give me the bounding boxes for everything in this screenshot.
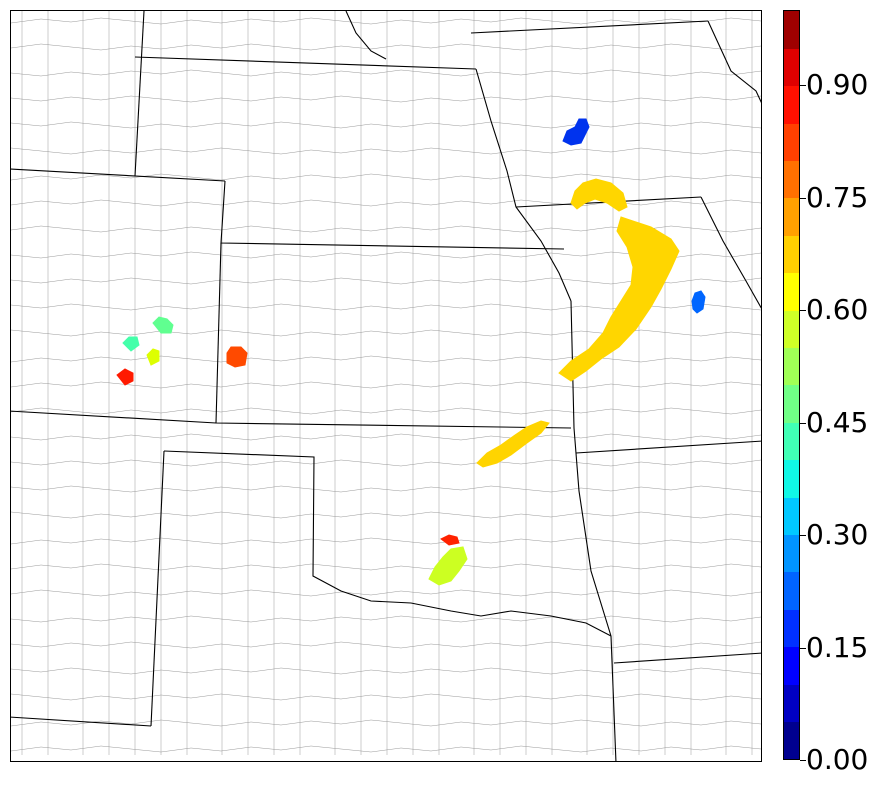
colorbar-tick-label: 0.30 (806, 518, 869, 551)
sd-ne-border (134, 56, 477, 70)
colorado-cell-2 (152, 316, 174, 334)
colorbar-segment (784, 459, 799, 498)
missouri-east-blob (691, 290, 706, 314)
mo-river-top (345, 11, 387, 60)
colorbar-segment (784, 11, 799, 49)
colorbar-tick-label: 0.90 (806, 68, 869, 101)
kansas-west-cell (226, 346, 248, 368)
colorbar-tick-mark (800, 197, 806, 199)
oklahoma-green-cell (428, 546, 468, 586)
colorbar-tick-label: 0.60 (806, 293, 869, 326)
ar-la-border (613, 652, 761, 664)
colorbar-segment (784, 48, 799, 87)
colorbar-tick-label: 0.45 (806, 405, 869, 439)
colorbar-tick-label: 0.00 (806, 743, 869, 776)
state-boundaries (11, 11, 761, 761)
colorbar-tick-label: 0.15 (806, 630, 869, 664)
colorbar-tick-mark (800, 310, 806, 311)
colorbar-tick-mark (800, 422, 806, 424)
colorbar-segment (784, 646, 799, 685)
colorbar-segment (784, 684, 799, 723)
colorbar-tick-mark (800, 535, 806, 536)
colorbar-segment (784, 609, 799, 648)
colorbar-segment (784, 422, 799, 461)
colorbar-tick-mark (800, 760, 806, 761)
ok-tx-border (163, 450, 612, 637)
mn-ia-border (470, 20, 709, 34)
iowa-line-north (570, 178, 628, 212)
nm-mexico-border (11, 716, 152, 727)
colorbar-segment (784, 85, 799, 124)
mississippi-river (700, 196, 761, 309)
wi-border (707, 20, 761, 104)
colorbar-segment (784, 385, 799, 423)
iowa-north-blob (562, 118, 590, 146)
map-canvas (11, 11, 761, 761)
colorbar-segment (784, 198, 799, 236)
wy-co-border (11, 168, 226, 182)
colorado-cell-1 (122, 336, 140, 352)
mo-ar-border (575, 440, 761, 454)
ar-tx-border (610, 635, 617, 761)
county-boundaries (11, 11, 761, 755)
colorbar-tick-mark (800, 85, 806, 86)
colorbar-segment (784, 272, 799, 311)
colorbar-segment (784, 160, 799, 199)
colorado-cell-3 (146, 348, 160, 366)
county-grid-lines (11, 11, 761, 755)
wy-ne-border (134, 11, 145, 177)
colorbar-segment (784, 347, 799, 386)
probability-features (116, 118, 706, 586)
oklahoma-red-cell (440, 534, 460, 546)
colorbar-segment (784, 572, 799, 610)
colorbar-segment (784, 123, 799, 162)
colorbar-segment (784, 534, 799, 573)
map-panel (10, 10, 762, 762)
colorbar-segment (784, 721, 799, 759)
co-ks-border (215, 242, 222, 424)
colorbar-tick-label: 0.75 (806, 180, 869, 214)
colorbar-segment (784, 235, 799, 274)
kansas-oklahoma-line (476, 420, 550, 468)
missouri-kansas-line (558, 216, 680, 382)
colorbar-tick-mark (800, 647, 806, 649)
nm-tx-border (150, 450, 165, 727)
co-nm-ok-border (11, 410, 572, 429)
ne-ia-river (475, 68, 572, 302)
colorbar-segment (784, 310, 799, 349)
mo-ks-ok-border (570, 300, 612, 637)
colorbar (783, 10, 800, 760)
colorbar-segment (784, 497, 799, 536)
colorado-red-cell (116, 368, 134, 386)
